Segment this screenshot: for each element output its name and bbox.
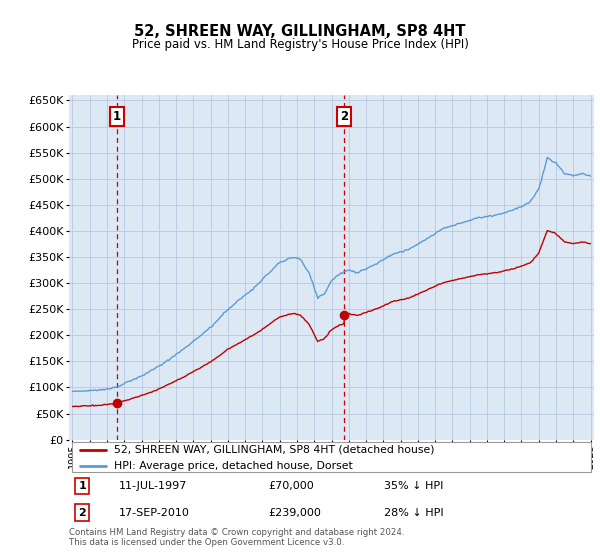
- Text: Price paid vs. HM Land Registry's House Price Index (HPI): Price paid vs. HM Land Registry's House …: [131, 38, 469, 51]
- Text: 17-SEP-2010: 17-SEP-2010: [119, 507, 190, 517]
- Text: 52, SHREEN WAY, GILLINGHAM, SP8 4HT: 52, SHREEN WAY, GILLINGHAM, SP8 4HT: [134, 24, 466, 39]
- Text: Contains HM Land Registry data © Crown copyright and database right 2024.
This d: Contains HM Land Registry data © Crown c…: [69, 528, 404, 547]
- FancyBboxPatch shape: [71, 442, 592, 472]
- Text: 11-JUL-1997: 11-JUL-1997: [119, 481, 187, 491]
- Text: 1: 1: [113, 110, 121, 123]
- Text: 1: 1: [78, 481, 86, 491]
- Text: 28% ↓ HPI: 28% ↓ HPI: [384, 507, 443, 517]
- Text: 52, SHREEN WAY, GILLINGHAM, SP8 4HT (detached house): 52, SHREEN WAY, GILLINGHAM, SP8 4HT (det…: [113, 445, 434, 455]
- Text: £239,000: £239,000: [269, 507, 322, 517]
- Text: £70,000: £70,000: [269, 481, 314, 491]
- Text: HPI: Average price, detached house, Dorset: HPI: Average price, detached house, Dors…: [113, 461, 352, 471]
- Text: 2: 2: [340, 110, 349, 123]
- Text: 2: 2: [78, 507, 86, 517]
- Text: 35% ↓ HPI: 35% ↓ HPI: [384, 481, 443, 491]
